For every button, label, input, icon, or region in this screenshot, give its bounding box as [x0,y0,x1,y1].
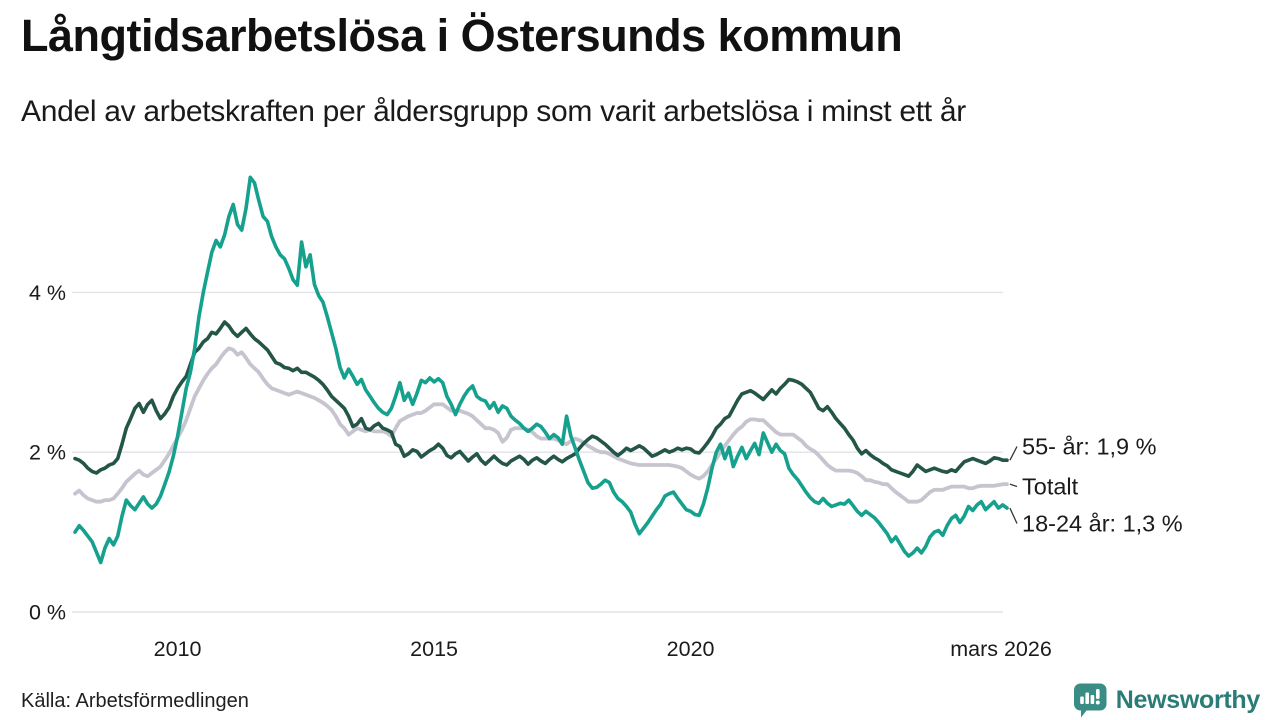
page-subtitle: Andel av arbetskraften per åldersgrupp s… [21,95,966,128]
source-note: Källa: Arbetsförmedlingen [21,690,249,712]
label-connector [1009,446,1018,461]
exclamation-dot [1095,700,1100,705]
y-tick-label: 0 % [29,601,66,625]
page-title: Långtidsarbetslösa i Östersunds kommun [21,10,903,61]
series-end-label: 55- år: 1,9 % [1022,434,1157,460]
bar-1 [1079,696,1084,704]
x-tick-label: mars 2026 [950,637,1052,661]
label-connector [1009,507,1018,524]
newsworthy-logo-text: Newsworthy [1115,686,1261,714]
series-line-totalt [73,346,1009,504]
series-end-label: 18-24 år: 1,3 % [1022,511,1183,537]
speech-bubble-shape [1073,683,1107,718]
x-tick-label: 2015 [410,637,458,661]
bar-2 [1085,692,1089,704]
x-tick-label: 2010 [154,637,202,661]
series-line-55-r [73,320,1009,479]
series-end-label: Totalt [1022,474,1079,500]
y-tick-label: 2 % [29,441,66,465]
x-tick-label: 2020 [667,637,715,661]
y-tick-label: 4 % [29,281,66,305]
label-connector [1009,483,1018,488]
newsworthy-logo[interactable]: Newsworthy [1072,682,1260,719]
bar-3 [1090,695,1094,704]
exclamation-stem [1095,689,1100,699]
newsworthy-logo-icon [1073,683,1107,718]
series-line-18-24-r [73,175,1009,565]
